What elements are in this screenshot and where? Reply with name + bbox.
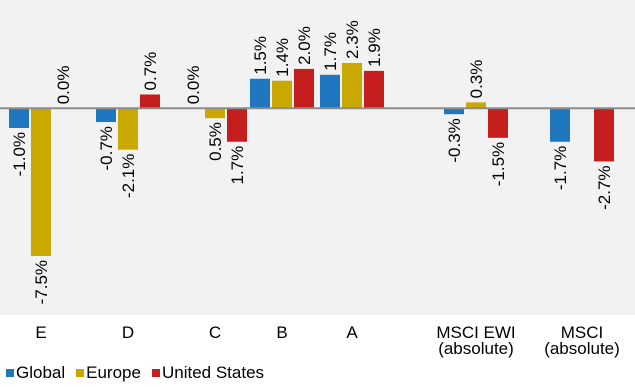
category-label-msci-absolute-line-1: MSCI — [561, 323, 604, 342]
category-label-d: D — [122, 323, 134, 342]
category-label-a: A — [346, 323, 358, 342]
bar-united-states-c — [227, 108, 247, 142]
bar-united-states-a — [364, 70, 384, 109]
legend-label-europe: Europe — [86, 363, 141, 382]
bar-global-e — [9, 108, 29, 128]
bar-global-a — [320, 74, 340, 109]
category-label-b: B — [276, 323, 287, 342]
data-label-united-states-e: 0.0% — [54, 66, 73, 105]
data-label-europe-d: -2.1% — [119, 154, 138, 198]
data-label-united-states-c: 1.7% — [228, 146, 247, 185]
legend-label-united-states: United States — [161, 363, 265, 382]
category-label-e: E — [35, 323, 46, 342]
bar-global-b — [250, 78, 270, 109]
data-label-global-e: -1.0% — [10, 132, 29, 176]
bar-europe-e — [31, 108, 51, 256]
legend: Global Europe United States — [6, 363, 275, 383]
legend-swatch-global — [6, 369, 14, 377]
bar-europe-d — [118, 108, 138, 150]
bar-united-states-d — [140, 94, 160, 109]
data-label-global-msci-ewi-absolute: -0.3% — [445, 118, 464, 162]
bar-europe-b — [272, 80, 292, 109]
legend-swatch-europe — [76, 369, 85, 377]
bar-europe-c — [205, 108, 225, 119]
data-label-global-msci-absolute: -1.7% — [551, 146, 570, 190]
bars-layer — [9, 63, 614, 256]
legend-item-united-states: United States — [151, 363, 265, 383]
bar-europe-a — [342, 63, 362, 109]
labels-layer: -1.0% -0.7% 0.0% 1.5% 1.7% -0.3% -1.7% -7.5% -2.… — [10, 20, 614, 304]
category-labels: E D C B A MSCI EWI(absolute)MSCI(absolute) — [35, 323, 619, 358]
plot-area — [0, 0, 635, 315]
bar-united-states-msci-ewi-absolute — [488, 108, 508, 138]
data-label-europe-b: 1.4% — [273, 38, 292, 77]
data-label-united-states-b: 2.0% — [295, 26, 314, 65]
data-label-global-b: 1.5% — [251, 36, 270, 75]
bar-united-states-b — [294, 68, 314, 109]
legend-label-global: Global — [16, 363, 66, 382]
legend-item-global: Global — [6, 363, 65, 383]
legend-swatch-united-states — [151, 369, 160, 377]
data-label-global-a: 1.7% — [321, 32, 340, 71]
data-label-europe-c: 0.5% — [206, 122, 225, 161]
category-label-msci-ewi-absolute-line-2: (absolute) — [438, 339, 514, 358]
category-label-msci-absolute-line-2: (absolute) — [544, 339, 620, 358]
data-label-global-d: -0.7% — [97, 126, 116, 170]
data-label-europe-a: 2.3% — [343, 20, 362, 59]
data-label-united-states-msci-absolute: -2.7% — [595, 165, 614, 209]
bar-global-d — [96, 108, 116, 123]
bar-global-msci-absolute — [550, 108, 570, 142]
bar-united-states-msci-absolute — [594, 108, 614, 162]
category-label-msci-ewi-absolute-line-1: MSCI EWI — [436, 323, 515, 342]
bar-europe-msci-ewi-absolute — [466, 102, 486, 109]
bar-global-msci-ewi-absolute — [444, 108, 464, 115]
data-label-united-states-msci-ewi-absolute: -1.5% — [489, 142, 508, 186]
data-label-global-c: 0.0% — [184, 66, 203, 105]
legend-item-europe: Europe — [76, 363, 141, 383]
category-label-c: C — [209, 323, 221, 342]
data-label-europe-e: -7.5% — [32, 260, 51, 304]
data-label-united-states-a: 1.9% — [365, 28, 384, 67]
data-label-europe-msci-ewi-absolute: 0.3% — [467, 60, 486, 99]
data-label-united-states-d: 0.7% — [141, 52, 160, 91]
